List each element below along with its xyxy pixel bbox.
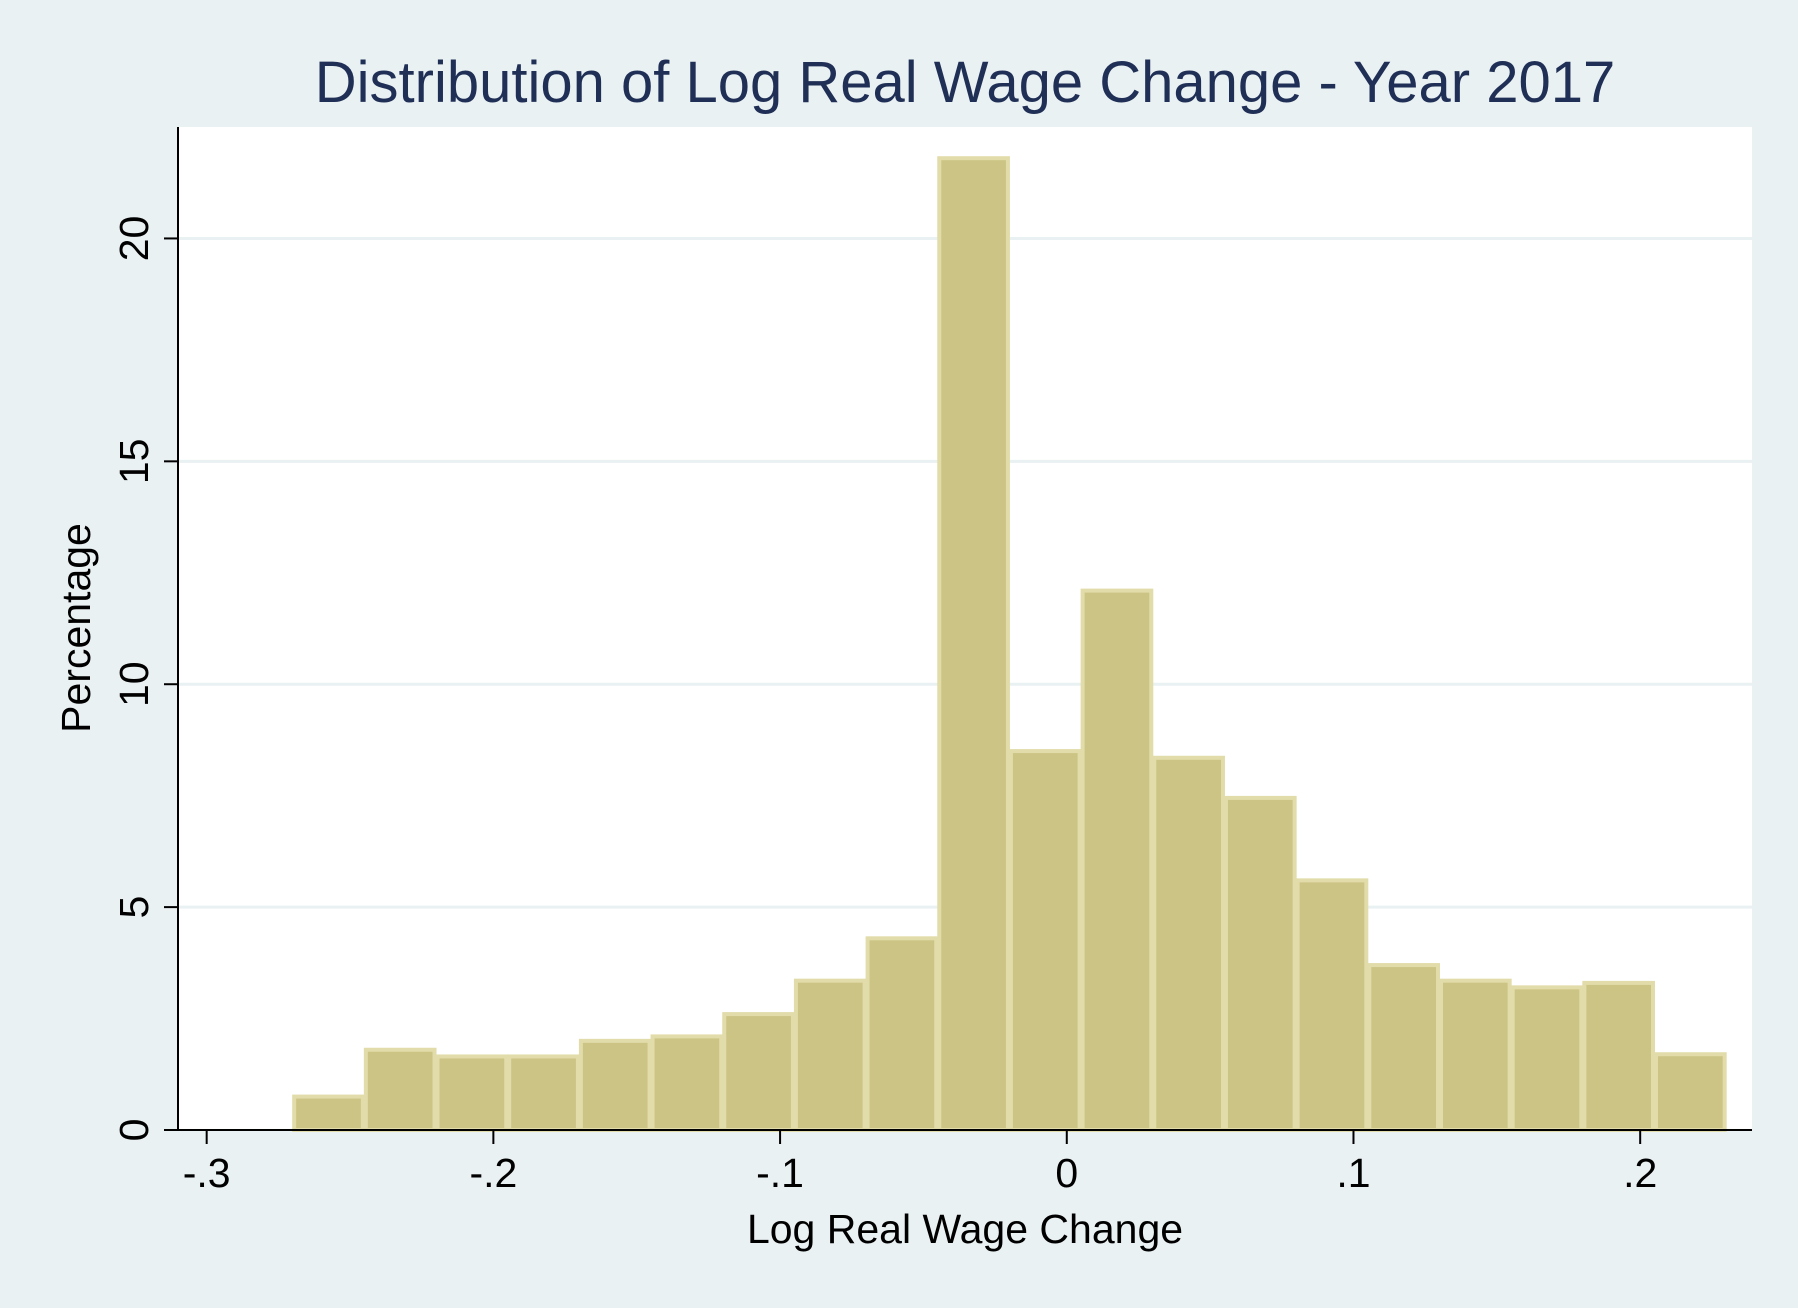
x-tick-label: .2	[1623, 1150, 1657, 1196]
y-axis-ticks: 0 5 10 15 20	[111, 216, 178, 1142]
histogram-bar	[363, 1047, 437, 1133]
histogram-bar	[1582, 980, 1656, 1132]
x-axis-label: Log Real Wage Change	[747, 1206, 1183, 1252]
histogram-bar	[1152, 755, 1225, 1133]
chart-title: Distribution of Log Real Wage Change - Y…	[315, 50, 1615, 115]
x-axis-ticks: -.3 -.2 -.1 0 .1 .2	[183, 1130, 1657, 1196]
histogram-bar	[1008, 749, 1082, 1132]
histogram-bar	[1438, 978, 1512, 1132]
x-tick-label: -.2	[469, 1150, 517, 1196]
histogram-bar	[507, 1054, 580, 1132]
y-tick-label: 20	[111, 216, 157, 262]
histogram-bar	[1080, 588, 1154, 1132]
x-tick-label: -.3	[183, 1150, 231, 1196]
histogram-bar	[435, 1054, 509, 1132]
histogram-bar	[865, 936, 939, 1132]
x-tick-label: .1	[1336, 1150, 1370, 1196]
histogram-bar	[650, 1034, 724, 1133]
histogram-bar	[793, 978, 867, 1132]
histogram-bar	[722, 1012, 795, 1132]
y-tick-label: 0	[111, 1119, 157, 1142]
histogram-bar	[292, 1094, 365, 1132]
histogram-bar	[1367, 963, 1440, 1132]
y-axis-label: Percentage	[53, 523, 99, 733]
y-tick-label: 5	[111, 896, 157, 919]
x-tick-label: 0	[1055, 1150, 1078, 1196]
histogram-bar	[1510, 985, 1584, 1133]
y-tick-label: 10	[111, 661, 157, 707]
histogram-bar	[578, 1038, 652, 1133]
x-tick-label: -.1	[756, 1150, 804, 1196]
axes	[177, 127, 1752, 1131]
histogram-bar	[937, 156, 1010, 1132]
y-tick-label: 15	[111, 439, 157, 485]
histogram-bar	[1654, 1052, 1727, 1132]
histogram-bar	[1223, 795, 1297, 1132]
histogram-bar	[1295, 878, 1369, 1132]
